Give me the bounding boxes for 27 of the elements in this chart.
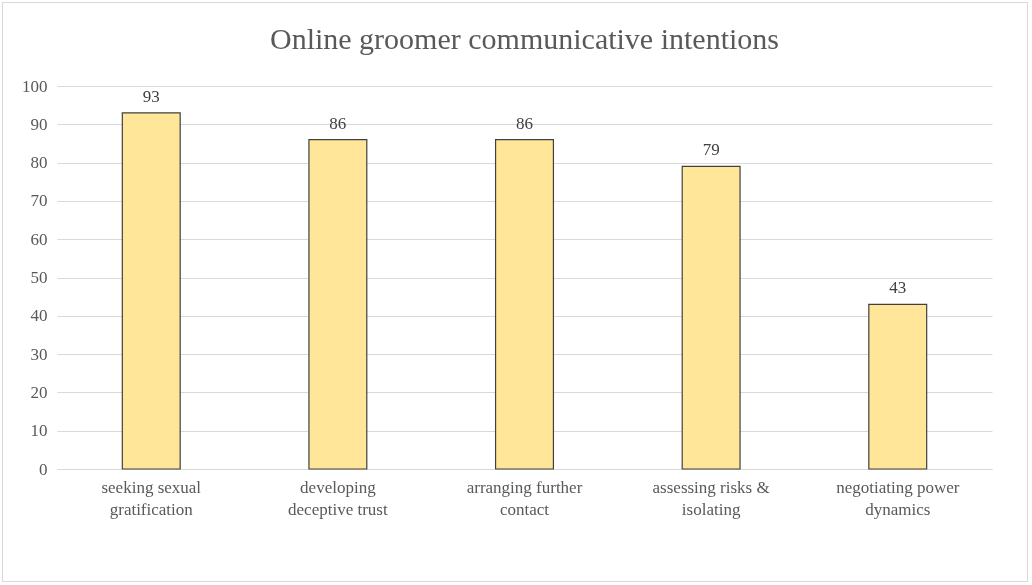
y-tick-label: 90 bbox=[30, 114, 48, 134]
y-tick-label: 100 bbox=[22, 76, 48, 96]
y-tick-label: 80 bbox=[30, 153, 48, 173]
data-label: 86 bbox=[516, 113, 533, 133]
y-tick-label: 10 bbox=[30, 421, 48, 441]
x-tick-label: seeking sexual gratification bbox=[101, 477, 202, 519]
bar bbox=[494, 139, 555, 470]
data-label: 43 bbox=[889, 278, 907, 298]
y-tick-label: 40 bbox=[30, 306, 48, 326]
y-tick-label: 70 bbox=[30, 191, 48, 211]
y-tick-label: 50 bbox=[30, 268, 48, 287]
x-tick-label: negotiating power dynamics bbox=[836, 477, 960, 519]
y-tick-label: 60 bbox=[30, 229, 48, 249]
y-tick-label: 30 bbox=[30, 344, 48, 364]
bar bbox=[121, 112, 181, 470]
x-tick-label: arranging further contact bbox=[466, 477, 583, 519]
x-tick-label: developing deceptive trust bbox=[288, 477, 388, 519]
bar bbox=[681, 165, 741, 470]
bar bbox=[868, 303, 928, 470]
x-tick-label: assessing risks & isolating bbox=[652, 477, 770, 519]
y-tick-label: 0 bbox=[39, 459, 48, 479]
chart-title: Online groomer communicative intentions bbox=[269, 22, 780, 55]
bar bbox=[308, 139, 368, 470]
y-tick-label: 20 bbox=[30, 382, 48, 402]
data-label: 86 bbox=[329, 113, 347, 133]
data-label: 79 bbox=[702, 140, 720, 160]
data-label: 93 bbox=[142, 86, 160, 106]
